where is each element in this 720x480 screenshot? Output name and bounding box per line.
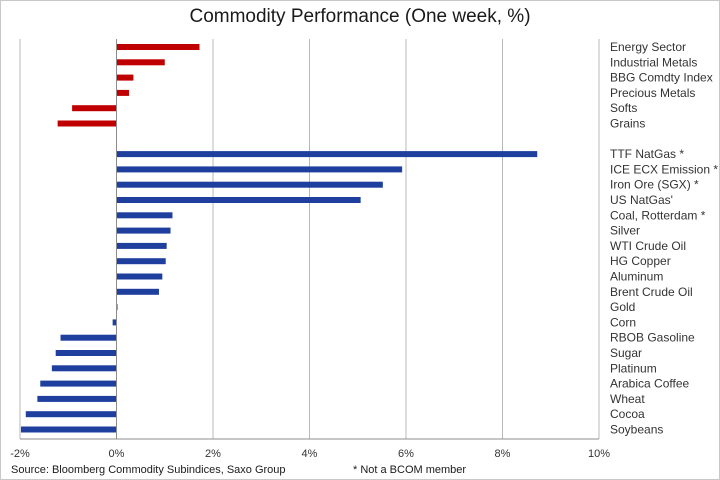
- bar: [72, 105, 117, 112]
- category-label: BBG Comdty Index: [610, 71, 713, 85]
- x-tick-label: 2%: [205, 448, 221, 460]
- bar: [116, 273, 163, 280]
- bar: [37, 395, 117, 402]
- bar: [116, 74, 134, 81]
- category-label: Silver: [610, 224, 640, 238]
- category-label: Soybeans: [610, 423, 663, 437]
- category-label: Cocoa: [610, 407, 645, 421]
- x-tick-label: 8%: [495, 448, 511, 460]
- category-label: Wheat: [610, 392, 645, 406]
- category-label: Grains: [610, 117, 645, 131]
- category-label: Precious Metals: [610, 86, 695, 100]
- bar: [116, 151, 538, 158]
- bar: [116, 212, 173, 219]
- bar: [116, 166, 403, 173]
- category-label: WTI Crude Oil: [610, 239, 686, 253]
- bar: [40, 380, 117, 387]
- category-label: Brent Crude Oil: [610, 285, 693, 299]
- bar: [116, 242, 167, 249]
- category-label: ICE ECX Emission *: [610, 162, 718, 176]
- bar: [57, 120, 117, 127]
- bar: [116, 59, 165, 66]
- x-tick-label: 4%: [302, 448, 318, 460]
- category-label: Corn: [610, 315, 636, 329]
- category-label: US NatGas': [610, 193, 673, 207]
- category-label: Industrial Metals: [610, 55, 697, 69]
- bar: [60, 334, 117, 341]
- bar: [116, 258, 166, 265]
- x-tick-label: 0%: [109, 448, 125, 460]
- member-note: * Not a BCOM member: [353, 464, 467, 476]
- category-label: RBOB Gasoline: [610, 331, 695, 345]
- category-label: Energy Sector: [610, 40, 686, 54]
- bar: [55, 350, 117, 356]
- category-label: Iron Ore (SGX) *: [610, 178, 699, 192]
- category-label: Platinum: [610, 361, 657, 375]
- category-label: Arabica Coffee: [610, 377, 689, 391]
- source-note: Source: Bloomberg Commodity Subindices, …: [11, 464, 286, 476]
- x-tick-label: 6%: [398, 448, 414, 460]
- bar: [51, 365, 117, 372]
- category-label: HG Copper: [610, 254, 671, 268]
- x-tick-label: 10%: [588, 448, 610, 460]
- category-label: Gold: [610, 300, 635, 314]
- bar: [112, 319, 117, 326]
- chart-title: Commodity Performance (One week, %): [189, 6, 531, 27]
- bar: [116, 197, 361, 203]
- category-label: Coal, Rotterdam *: [610, 208, 706, 222]
- bar: [116, 227, 171, 234]
- bar: [116, 181, 383, 188]
- x-tick-label: -2%: [10, 448, 30, 460]
- category-label: Softs: [610, 101, 637, 115]
- category-label: TTF NatGas *: [610, 147, 684, 161]
- bar: [116, 89, 130, 96]
- bar: [20, 426, 117, 433]
- category-label: Sugar: [610, 346, 642, 360]
- bar: [116, 44, 200, 50]
- category-label: Aluminum: [610, 270, 663, 284]
- bar: [25, 411, 117, 418]
- bar: [116, 288, 159, 295]
